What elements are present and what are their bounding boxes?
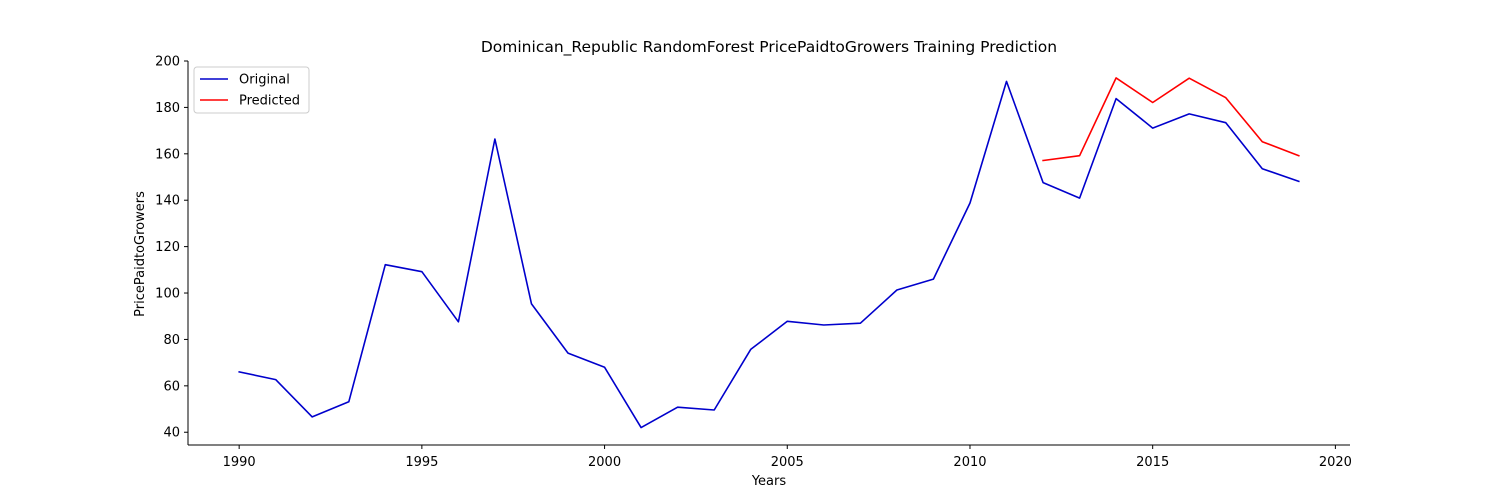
- x-tick-label: 2000: [588, 455, 621, 470]
- x-tick-label: 2010: [953, 455, 986, 470]
- x-tick-label: 2020: [1319, 455, 1352, 470]
- x-tick-label: 1995: [405, 455, 438, 470]
- y-tick-label: 80: [163, 333, 180, 348]
- y-axis-title: PricePaidtoGrowers: [133, 191, 148, 317]
- y-tick-label: 100: [155, 287, 180, 302]
- y-tick-label: 40: [163, 426, 180, 441]
- y-tick-label: 120: [155, 240, 180, 255]
- x-axis-title: Years: [751, 474, 787, 489]
- y-tick-label: 140: [155, 194, 180, 209]
- y-tick-label: 60: [163, 379, 180, 394]
- series-line-original: [238, 80, 1300, 429]
- series-line-predicted: [1042, 77, 1300, 162]
- plot-area: [238, 77, 1300, 429]
- chart-title: Dominican_Republic RandomForest PricePai…: [481, 38, 1057, 57]
- axes: 1990 1995 2000 2005 2010 2015 2020 40 60 80 100 120…: [155, 55, 1352, 471]
- y-tick-label: 200: [155, 55, 180, 70]
- legend-label-original: Original: [239, 73, 290, 88]
- y-tick-label: 160: [155, 147, 180, 162]
- legend-label-predicted: Predicted: [239, 94, 300, 109]
- x-tick-label: 2005: [771, 455, 804, 470]
- x-tick-label: 1990: [223, 455, 256, 470]
- legend: Original Predicted: [193, 66, 310, 114]
- x-tick-label: 2015: [1136, 455, 1169, 470]
- y-tick-label: 180: [155, 101, 180, 116]
